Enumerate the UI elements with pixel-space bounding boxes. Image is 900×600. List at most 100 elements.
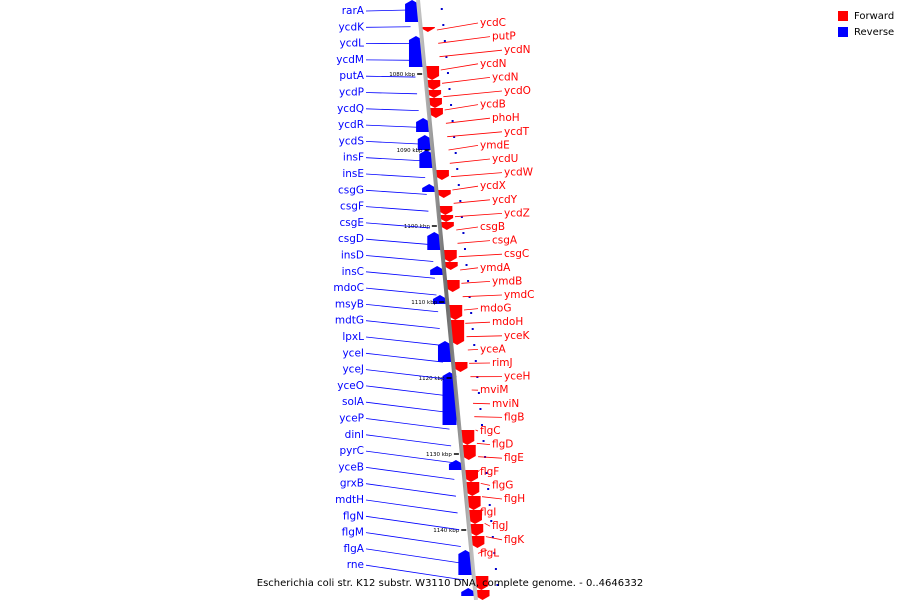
forward-gene-label[interactable]: ycdY [492,194,518,206]
forward-gene[interactable] [445,280,460,292]
forward-gene-label[interactable]: ycdO [504,85,531,97]
reverse-gene-label[interactable]: yceP [339,413,364,425]
forward-gene-label[interactable]: flgL [480,547,499,559]
forward-gene-label[interactable]: yceK [504,330,530,342]
reverse-gene-label[interactable]: rarA [342,5,365,17]
forward-gene-label[interactable]: ycdN [504,44,531,56]
reverse-gene-label[interactable]: flgN [343,510,364,522]
forward-gene[interactable] [442,250,457,262]
forward-gene[interactable] [439,215,454,222]
reverse-gene-label[interactable]: flgA [344,543,365,555]
forward-gene-label[interactable]: mdoG [480,303,511,315]
reverse-gene-label[interactable]: grxB [340,478,364,490]
forward-gene[interactable] [475,590,490,600]
forward-gene-label[interactable]: ymdE [480,139,510,151]
forward-gene[interactable] [466,496,481,510]
forward-gene[interactable] [420,27,435,32]
reverse-gene-label[interactable]: ycdS [339,135,365,147]
forward-gene-label[interactable]: yceA [480,343,506,355]
reverse-gene-label[interactable]: rne [347,559,364,571]
forward-gene-label[interactable]: ymdC [504,289,534,301]
forward-gene[interactable] [460,430,475,445]
forward-gene[interactable] [465,482,480,496]
reverse-gene-label[interactable]: insC [342,266,364,278]
forward-gene[interactable] [464,470,479,482]
forward-gene[interactable] [450,320,465,345]
reverse-gene-label[interactable]: mdtH [335,494,364,506]
forward-gene-label[interactable]: flgE [504,452,524,464]
forward-gene-label[interactable]: mviM [480,384,508,396]
forward-gene-label[interactable]: phoH [492,112,520,124]
forward-gene[interactable] [443,262,458,270]
forward-gene-label[interactable]: flgI [480,507,496,519]
reverse-gene[interactable] [405,0,420,22]
forward-gene-label[interactable]: flgG [492,479,513,491]
forward-gene-label[interactable]: ycdX [480,180,506,192]
forward-gene[interactable] [427,90,442,98]
reverse-gene[interactable] [461,588,476,596]
forward-gene-label[interactable]: putP [492,31,516,43]
forward-gene-label[interactable]: flgK [504,534,525,546]
reverse-gene-label[interactable]: msyB [335,298,364,310]
forward-gene[interactable] [439,222,454,230]
forward-gene-label[interactable]: ycdB [480,99,506,111]
forward-gene-label[interactable]: flgJ [492,520,508,532]
reverse-gene-label[interactable]: insD [341,250,364,262]
reverse-gene-label[interactable]: yceB [338,461,364,473]
reverse-gene-label[interactable]: lpxL [342,331,364,343]
forward-gene-label[interactable]: ycdT [504,126,530,138]
forward-gene[interactable] [470,536,485,548]
reverse-gene-label[interactable]: csgF [340,201,364,213]
forward-gene-label[interactable]: flgC [480,425,501,437]
forward-gene[interactable] [474,576,489,590]
reverse-gene-label[interactable]: csgE [339,217,364,229]
reverse-gene-label[interactable]: yceI [342,347,364,359]
forward-gene[interactable] [453,362,468,372]
forward-gene-label[interactable]: ycdN [492,71,519,83]
reverse-gene-label[interactable]: insF [343,152,364,164]
forward-gene[interactable] [426,80,441,90]
reverse-gene[interactable] [416,118,431,132]
forward-gene-label[interactable]: csgC [504,248,529,260]
forward-gene-label[interactable]: flgF [480,466,499,478]
reverse-gene-label[interactable]: ycdQ [337,103,364,115]
forward-gene-label[interactable]: flgD [492,439,513,451]
reverse-gene-label[interactable]: ycdK [338,21,365,33]
forward-gene-label[interactable]: ymdA [480,262,511,274]
forward-gene[interactable] [434,170,449,180]
forward-gene[interactable] [467,510,482,524]
reverse-gene-label[interactable]: insE [342,168,364,180]
reverse-gene[interactable] [427,232,442,250]
reverse-gene-label[interactable]: pyrC [339,445,364,457]
reverse-gene[interactable] [430,266,445,275]
forward-gene-label[interactable]: ycdU [492,153,518,165]
forward-gene-label[interactable]: rimJ [492,357,513,369]
reverse-gene[interactable] [422,184,437,192]
reverse-gene-label[interactable]: ycdR [338,119,364,131]
forward-gene[interactable] [438,206,453,215]
reverse-gene-label[interactable]: dinI [345,429,364,441]
reverse-gene-label[interactable]: ycdP [339,87,364,99]
reverse-gene-label[interactable]: csgG [338,184,364,196]
forward-gene-label[interactable]: csgB [480,221,505,233]
reverse-gene-label[interactable]: mdtG [335,315,364,327]
reverse-gene-label[interactable]: flgM [342,527,364,539]
forward-gene-label[interactable]: mviN [492,398,519,410]
forward-gene-label[interactable]: ycdN [480,58,507,70]
forward-gene[interactable] [436,190,451,198]
forward-gene[interactable] [428,108,443,118]
reverse-gene-label[interactable]: csgD [338,233,364,245]
reverse-gene-label[interactable]: ycdL [339,38,364,50]
reverse-gene-label[interactable]: ycdM [336,54,364,66]
forward-gene[interactable] [461,445,476,460]
forward-gene-label[interactable]: flgH [504,493,525,505]
forward-gene-label[interactable]: ycdZ [504,207,530,219]
forward-gene[interactable] [425,66,440,80]
forward-gene-label[interactable]: ycdC [480,17,506,29]
reverse-gene-label[interactable]: mdoC [333,282,364,294]
forward-gene-label[interactable]: mdoH [492,316,523,328]
forward-gene[interactable] [469,524,484,536]
forward-gene[interactable] [427,98,442,108]
forward-gene-label[interactable]: ycdW [504,167,534,179]
reverse-gene-label[interactable]: putA [339,70,364,82]
